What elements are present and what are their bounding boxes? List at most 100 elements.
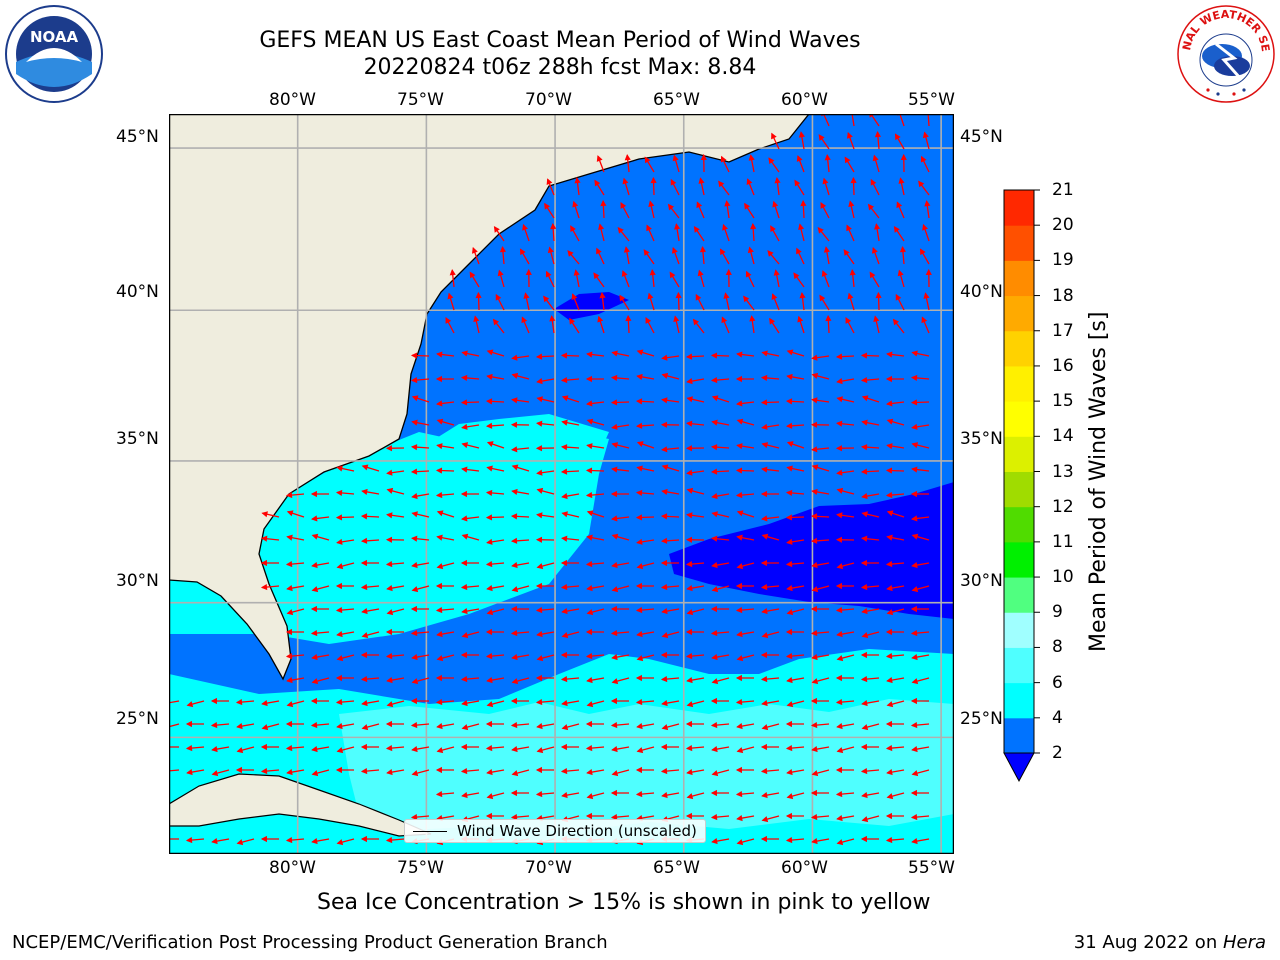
wave-arrow-head	[736, 631, 743, 638]
wave-arrow-head	[747, 246, 754, 254]
wave-arrow-head	[285, 560, 293, 568]
wave-arrow-head	[648, 200, 655, 207]
wave-arrow-head	[511, 562, 518, 569]
wave-arrow-head	[885, 720, 892, 728]
wave-arrow-head	[261, 511, 268, 518]
wave-arrow-head	[885, 744, 893, 752]
wave-arrow-head	[461, 515, 468, 522]
wave-arrow-head	[846, 224, 852, 232]
wave-arrow-head	[585, 744, 593, 752]
noaa-logo-graphic: NOAA	[5, 5, 103, 103]
wave-arrow-head	[700, 153, 707, 161]
wave-arrow-head	[910, 629, 918, 637]
colorbar-under-extension	[1003, 752, 1035, 783]
wave-arrow-head	[510, 813, 518, 821]
wave-arrow-head	[735, 698, 743, 706]
footer-left: NCEP/EMC/Verification Post Processing Pr…	[12, 932, 608, 953]
wave-arrow-head	[411, 395, 419, 402]
wave-arrow-head	[411, 746, 418, 753]
wave-arrow-head	[485, 560, 493, 568]
wave-arrow-head	[461, 792, 468, 799]
wave-arrow-head	[649, 268, 656, 276]
wave-arrow-head	[260, 535, 268, 542]
wave-arrow-head	[460, 651, 467, 659]
wave-arrow-head	[411, 493, 418, 500]
wave-arrow-head	[793, 272, 800, 280]
lat-tick-left-40n: 40°N	[116, 282, 159, 302]
colorbar-segment	[1004, 541, 1034, 578]
wave-arrow-head	[771, 132, 777, 140]
noaa-logo-text: NOAA	[30, 28, 79, 46]
wave-arrow-head	[636, 538, 643, 545]
wave-arrow-head	[597, 315, 604, 323]
wave-arrow-head	[875, 291, 882, 299]
wave-arrow-head	[560, 583, 568, 591]
wave-arrow-head	[736, 563, 744, 570]
wave-arrow-head	[610, 629, 618, 637]
wave-arrow-head	[535, 445, 543, 452]
chart-title: GEFS MEAN US East Coast Mean Period of W…	[259, 28, 861, 53]
wave-arrow-head	[661, 464, 669, 471]
lon-tick-bottom-60w: 60°W	[781, 858, 828, 878]
wave-arrow-head	[261, 700, 268, 707]
wave-arrow-head	[719, 248, 726, 256]
wave-arrow-head	[486, 609, 494, 616]
wave-arrow-head	[760, 490, 767, 498]
wave-arrow-head	[847, 292, 854, 300]
wave-arrow-head	[385, 628, 392, 636]
wave-arrow-head	[635, 790, 643, 798]
wave-arrow-head	[235, 698, 243, 706]
colorbar-tick-label: 18	[1052, 285, 1074, 306]
wave-arrow-head	[861, 724, 869, 731]
wave-arrow-head	[486, 373, 493, 380]
colorbar-segment	[1004, 190, 1034, 226]
wave-arrow-head	[860, 376, 868, 384]
wave-arrow-head	[685, 628, 692, 636]
wave-arrow-head	[685, 744, 693, 752]
wave-arrow-head	[861, 700, 868, 707]
wave-arrow-head	[486, 701, 494, 708]
wave-arrow	[169, 769, 180, 772]
wave-arrow-head	[620, 202, 627, 209]
wave-arrow-head	[460, 767, 468, 775]
wave-arrow-head	[611, 562, 618, 569]
wave-arrow-head	[260, 835, 267, 843]
wave-arrow-head	[544, 202, 551, 210]
wave-arrow-head	[235, 766, 242, 774]
wave-arrow-head	[335, 489, 343, 497]
wave-arrow-head	[761, 700, 768, 707]
wave-arrow-head	[817, 226, 824, 234]
wave-arrow-head	[560, 468, 568, 475]
wave-arrow-head	[460, 743, 467, 751]
wave-arrow-head	[760, 743, 767, 751]
wave-arrow-head	[360, 651, 367, 659]
wave-arrow-head	[823, 246, 830, 253]
wave-arrow-head	[585, 720, 592, 728]
wave-arrow-head	[810, 446, 818, 453]
wave-arrow-head	[611, 654, 618, 661]
wave-arrow-head	[723, 292, 730, 299]
wave-arrow-head	[485, 628, 492, 636]
wave-arrow-head	[722, 223, 728, 231]
wave-arrow-head	[410, 813, 418, 821]
wave-arrow-head	[786, 538, 793, 545]
wave-arrow-head	[736, 655, 744, 662]
wave-arrow-head	[361, 632, 369, 639]
wave-arrow-head	[661, 372, 669, 379]
wave-arrow-head	[625, 314, 632, 322]
colorbar-segment	[1004, 612, 1034, 648]
wave-arrow-head	[310, 697, 317, 705]
wave-arrow-head	[811, 746, 818, 753]
wave-arrow-head	[670, 178, 677, 186]
wave-arrow-head	[360, 675, 368, 683]
wave-arrow-head	[685, 445, 693, 452]
wave-arrow-head	[686, 487, 694, 494]
wave-arrow-head	[761, 442, 769, 449]
wave-arrow-head	[535, 790, 543, 798]
wave-arrow-head	[386, 677, 393, 684]
wave-arrow-head	[573, 269, 580, 276]
wave-arrow-head	[436, 534, 443, 541]
wave-arrow-head	[835, 353, 843, 360]
wave-arrow-head	[674, 223, 681, 230]
colorbar-segment	[1004, 471, 1034, 508]
